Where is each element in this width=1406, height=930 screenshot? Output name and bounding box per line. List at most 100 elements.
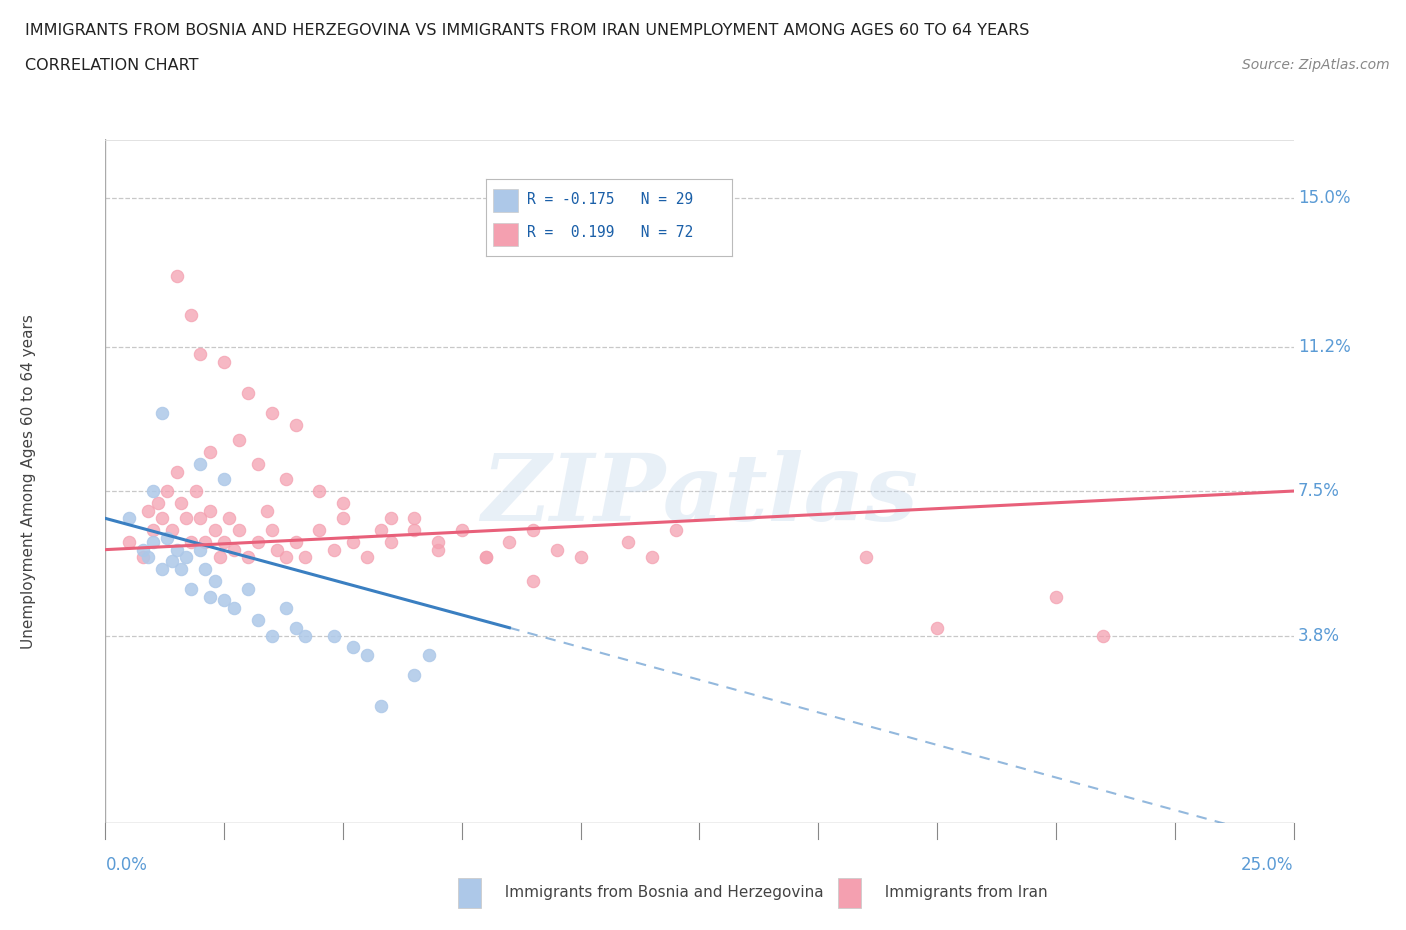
Point	[342, 640, 364, 655]
Point	[260, 628, 283, 643]
Text: Immigrants from Bosnia and Herzegovina: Immigrants from Bosnia and Herzegovina	[495, 885, 824, 900]
Point	[274, 472, 297, 486]
Point	[342, 535, 364, 550]
Point	[208, 550, 231, 565]
Text: Immigrants from Iran: Immigrants from Iran	[875, 885, 1047, 900]
Point	[356, 550, 378, 565]
Point	[184, 484, 207, 498]
Point	[166, 269, 188, 284]
Point	[546, 542, 568, 557]
Point	[170, 562, 193, 577]
Point	[118, 535, 141, 550]
Point	[198, 445, 221, 459]
Point	[474, 550, 496, 565]
Point	[308, 523, 330, 538]
Text: 15.0%: 15.0%	[1298, 189, 1350, 207]
Point	[204, 523, 226, 538]
Point	[204, 574, 226, 589]
Point	[641, 550, 664, 565]
Point	[136, 503, 159, 518]
Point	[236, 386, 259, 401]
Point	[498, 535, 520, 550]
Point	[118, 511, 141, 525]
Point	[236, 550, 259, 565]
Point	[1092, 628, 1115, 643]
Point	[404, 667, 426, 682]
Point	[427, 542, 450, 557]
Point	[356, 647, 378, 662]
Point	[194, 535, 217, 550]
Point	[569, 550, 592, 565]
Point	[198, 589, 221, 604]
Point	[174, 550, 197, 565]
Bar	[494, 190, 517, 212]
Point	[214, 593, 236, 608]
Point	[142, 484, 165, 498]
Point	[166, 542, 188, 557]
Text: CORRELATION CHART: CORRELATION CHART	[25, 58, 198, 73]
Point	[260, 405, 283, 420]
Point	[156, 530, 179, 545]
Point	[322, 628, 344, 643]
Point	[617, 535, 640, 550]
Point	[370, 523, 392, 538]
Point	[404, 523, 426, 538]
Point	[198, 503, 221, 518]
Point	[214, 472, 236, 486]
Point	[152, 562, 174, 577]
Point	[190, 457, 212, 472]
Text: 0.0%: 0.0%	[105, 856, 148, 873]
Text: ZIPatlas: ZIPatlas	[481, 450, 918, 540]
Point	[218, 511, 240, 525]
Point	[266, 542, 288, 557]
Point	[190, 347, 212, 362]
Point	[194, 562, 217, 577]
Point	[152, 405, 174, 420]
Point	[190, 542, 212, 557]
Point	[260, 523, 283, 538]
Point	[236, 581, 259, 596]
Point	[136, 550, 159, 565]
Point	[132, 550, 155, 565]
Point	[274, 601, 297, 616]
Point	[142, 523, 165, 538]
Point	[294, 550, 316, 565]
Text: 11.2%: 11.2%	[1298, 338, 1351, 355]
Point	[180, 308, 202, 323]
Point	[152, 511, 174, 525]
Point	[404, 511, 426, 525]
Point	[156, 484, 179, 498]
Text: Unemployment Among Ages 60 to 64 years: Unemployment Among Ages 60 to 64 years	[21, 313, 35, 649]
Point	[174, 511, 197, 525]
Text: 3.8%: 3.8%	[1298, 627, 1340, 644]
Point	[380, 511, 402, 525]
Point	[142, 535, 165, 550]
Point	[170, 496, 193, 511]
Point	[274, 550, 297, 565]
Point	[322, 542, 344, 557]
Point	[214, 354, 236, 369]
Point	[1045, 589, 1067, 604]
Point	[222, 601, 245, 616]
Text: 25.0%: 25.0%	[1241, 856, 1294, 873]
Point	[308, 484, 330, 498]
Text: R =  0.199   N = 72: R = 0.199 N = 72	[527, 225, 693, 240]
Point	[160, 554, 183, 569]
Point	[160, 523, 183, 538]
Point	[228, 432, 250, 447]
Point	[214, 535, 236, 550]
Point	[246, 613, 269, 628]
Point	[190, 511, 212, 525]
Text: IMMIGRANTS FROM BOSNIA AND HERZEGOVINA VS IMMIGRANTS FROM IRAN UNEMPLOYMENT AMON: IMMIGRANTS FROM BOSNIA AND HERZEGOVINA V…	[25, 23, 1029, 38]
Point	[380, 535, 402, 550]
Point	[246, 457, 269, 472]
Point	[450, 523, 472, 538]
Point	[427, 535, 450, 550]
Point	[294, 628, 316, 643]
Point	[665, 523, 688, 538]
Point	[284, 620, 307, 635]
Point	[522, 574, 544, 589]
Point	[256, 503, 278, 518]
Point	[925, 620, 948, 635]
Point	[146, 496, 169, 511]
